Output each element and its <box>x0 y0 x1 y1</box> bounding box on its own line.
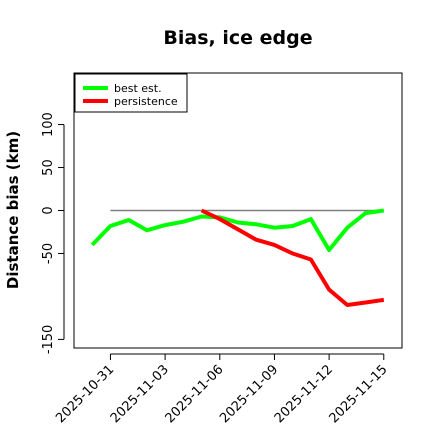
y-axis: -150 -50 0 50 100 <box>41 112 65 355</box>
y-tick-label: -50 <box>41 243 56 264</box>
legend-label-best-est: best est. <box>114 82 162 95</box>
legend-label-persistence: persistence <box>114 95 178 108</box>
y-tick-label: -150 <box>41 325 56 355</box>
legend-box <box>74 73 188 113</box>
plot-content <box>90 208 385 307</box>
legend: best est. persistence <box>74 73 188 113</box>
plot-frame <box>73 72 403 349</box>
x-tick-label: 2025-11-15 <box>327 362 391 426</box>
y-tick-label: 0 <box>41 206 56 214</box>
y-tick-label: 100 <box>41 112 56 137</box>
series-line-best-est <box>90 208 385 252</box>
series-line-persistence <box>200 208 385 307</box>
x-axis: 2025-10-312025-11-032025-11-062025-11-09… <box>53 353 391 426</box>
chart-title: Bias, ice edge <box>163 27 312 49</box>
y-tick-label: 50 <box>41 159 56 176</box>
y-axis-label: Distance bias (km) <box>4 131 22 289</box>
